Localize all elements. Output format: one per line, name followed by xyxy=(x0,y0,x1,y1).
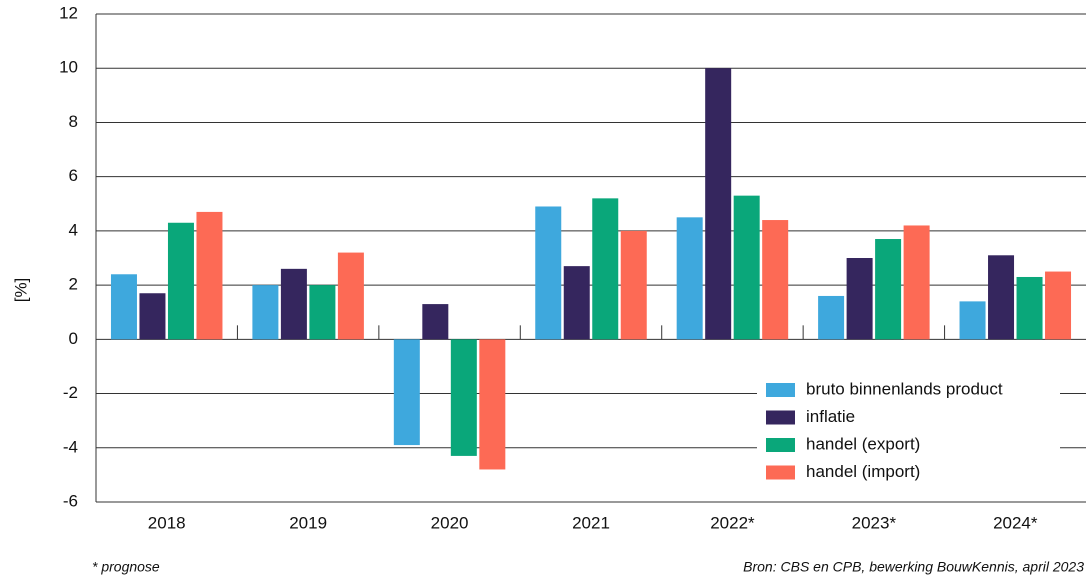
legend-label: bruto binnenlands product xyxy=(806,379,1003,398)
bar xyxy=(337,252,364,340)
bar xyxy=(252,285,279,340)
y-tick-label: -2 xyxy=(63,383,78,402)
x-tick-label: 2022* xyxy=(710,513,755,532)
bar xyxy=(309,285,336,340)
bar xyxy=(280,268,307,340)
bar xyxy=(450,339,477,456)
legend-swatch xyxy=(766,438,795,452)
y-tick-label: 0 xyxy=(69,329,78,348)
bar xyxy=(620,230,647,340)
bar xyxy=(110,274,137,340)
x-tick-label: 2021 xyxy=(572,513,610,532)
bar xyxy=(959,301,986,340)
source: Bron: CBS en CPB, bewerking BouwKennis, … xyxy=(743,559,1084,575)
legend-label: inflatie xyxy=(806,407,855,426)
y-tick-label: 6 xyxy=(69,166,78,185)
y-tick-label: 2 xyxy=(69,275,78,294)
bar xyxy=(393,339,420,446)
bar xyxy=(535,206,562,340)
bar xyxy=(846,258,873,340)
bar xyxy=(1016,276,1043,340)
x-tick-label: 2023* xyxy=(852,513,897,532)
x-tick-label: 2019 xyxy=(289,513,327,532)
x-tick-label: 2018 xyxy=(148,513,186,532)
legend-swatch xyxy=(766,465,795,480)
y-tick-label: 4 xyxy=(69,220,78,239)
legend-label: handel (import) xyxy=(806,462,920,481)
bar xyxy=(592,198,619,340)
bar xyxy=(139,293,166,340)
legend-swatch xyxy=(766,410,795,425)
bar xyxy=(903,225,930,340)
x-tick-label: 2020 xyxy=(431,513,469,532)
bar xyxy=(563,266,590,340)
y-axis-label: [%] xyxy=(11,278,30,303)
bar xyxy=(818,295,845,340)
bar xyxy=(479,339,506,470)
bar xyxy=(1045,271,1072,340)
legend-label: handel (export) xyxy=(806,434,920,453)
bar xyxy=(422,304,449,340)
legend-box xyxy=(757,376,1060,492)
y-tick-label: -4 xyxy=(63,437,78,456)
bar xyxy=(167,222,194,340)
y-tick-label: 8 xyxy=(69,112,78,131)
y-tick-label: 10 xyxy=(59,58,78,77)
bar xyxy=(988,255,1015,340)
bar xyxy=(875,239,902,340)
bar xyxy=(676,217,703,340)
x-tick-label: 2024* xyxy=(993,513,1038,532)
footnote: * prognose xyxy=(92,559,160,575)
bar xyxy=(762,220,789,340)
y-tick-label: -6 xyxy=(63,491,78,510)
bar xyxy=(196,211,223,340)
legend-swatch xyxy=(766,383,795,397)
bar xyxy=(733,195,760,340)
y-tick-label: 12 xyxy=(59,3,78,22)
bar xyxy=(705,68,732,340)
